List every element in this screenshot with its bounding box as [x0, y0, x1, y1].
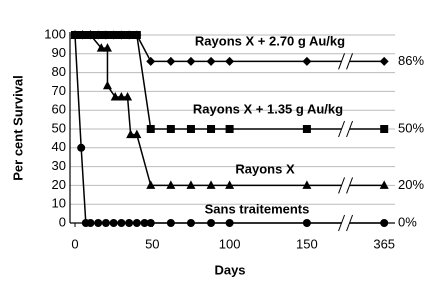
- marker: [102, 80, 112, 90]
- marker: [146, 56, 156, 66]
- marker: [101, 31, 110, 39]
- marker: [302, 56, 312, 66]
- marker: [71, 31, 79, 39]
- series-line: [75, 34, 385, 187]
- y-axis-title: Per cent Survival: [10, 75, 25, 181]
- y-tick-label: 70: [52, 83, 66, 98]
- marker: [132, 129, 142, 139]
- marker: [94, 219, 103, 227]
- x-tick-label: 0: [71, 236, 78, 251]
- marker: [110, 92, 120, 101]
- value-label: 20%: [398, 177, 424, 192]
- axis-break: [338, 214, 346, 232]
- marker: [225, 125, 234, 133]
- marker: [380, 125, 389, 133]
- marker: [166, 56, 176, 66]
- marker: [116, 92, 126, 101]
- marker: [146, 180, 156, 189]
- marker: [102, 43, 112, 52]
- marker: [109, 219, 118, 227]
- y-tick-label: 80: [52, 64, 66, 79]
- series-label: Rayons X: [235, 161, 295, 176]
- marker: [117, 31, 126, 39]
- marker: [78, 30, 88, 39]
- x-axis-title: Days: [214, 262, 245, 277]
- value-label: 50%: [398, 120, 424, 135]
- marker: [302, 125, 311, 133]
- marker: [86, 219, 95, 227]
- marker: [206, 180, 216, 189]
- series-label: Rayons X + 1.35 g Au/kg: [193, 101, 343, 116]
- marker: [146, 219, 155, 227]
- marker: [132, 31, 141, 39]
- marker: [380, 219, 389, 227]
- marker: [123, 92, 133, 101]
- y-tick-label: 10: [52, 196, 66, 211]
- y-tick-label: 0: [59, 214, 66, 229]
- marker: [109, 31, 118, 39]
- marker: [302, 180, 312, 189]
- marker: [132, 219, 141, 227]
- marker: [77, 143, 86, 152]
- axis-break: [338, 53, 346, 70]
- marker: [379, 180, 389, 189]
- axis-break-gap: [341, 220, 350, 226]
- marker: [140, 219, 149, 227]
- axis-break: [346, 53, 354, 70]
- marker: [302, 219, 311, 227]
- marker: [166, 180, 176, 189]
- axis-break: [338, 120, 346, 138]
- y-tick-label: 50: [52, 120, 66, 135]
- marker: [94, 31, 103, 39]
- y-tick-label: 100: [44, 26, 66, 41]
- y-tick-label: 60: [52, 102, 66, 117]
- marker: [207, 219, 216, 227]
- marker: [166, 219, 175, 227]
- value-label: 0%: [398, 214, 417, 229]
- axis-break-gap: [341, 126, 350, 132]
- x-tick-label: 365: [373, 236, 395, 251]
- x-tick-label: 100: [219, 236, 241, 251]
- series-label: Rayons X + 2.70 g Au/kg: [195, 33, 345, 48]
- marker: [225, 219, 234, 227]
- marker: [166, 125, 175, 133]
- x-tick-label: 50: [145, 236, 159, 251]
- marker: [96, 43, 106, 52]
- marker: [85, 30, 95, 39]
- marker: [225, 180, 235, 189]
- marker: [379, 56, 389, 66]
- marker: [125, 31, 134, 39]
- marker: [225, 56, 235, 66]
- marker: [125, 219, 134, 227]
- axis-break-gap: [341, 58, 350, 65]
- x-tick-label: 150: [296, 236, 318, 251]
- axis-break: [338, 177, 346, 194]
- axis-break-gap: [341, 182, 350, 189]
- marker: [101, 219, 110, 227]
- marker: [207, 125, 216, 133]
- value-label: 86%: [398, 53, 424, 68]
- axis-break: [346, 120, 354, 138]
- axis-break: [346, 214, 354, 232]
- y-tick-label: 30: [52, 158, 66, 173]
- marker: [126, 129, 136, 139]
- y-tick-label: 40: [52, 139, 66, 154]
- marker: [117, 219, 126, 227]
- axis-break: [346, 177, 354, 194]
- y-tick-label: 20: [52, 177, 66, 192]
- y-tick-label: 90: [52, 45, 66, 60]
- marker: [186, 56, 196, 66]
- marker: [206, 56, 216, 66]
- marker: [146, 125, 155, 133]
- marker: [186, 180, 196, 189]
- marker: [186, 125, 195, 133]
- marker: [186, 219, 195, 227]
- series-label: Sans traitements: [205, 201, 310, 216]
